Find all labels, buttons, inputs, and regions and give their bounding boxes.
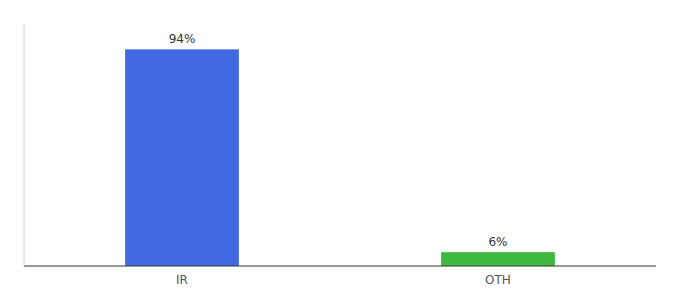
x-tick-label: OTH <box>485 273 511 287</box>
chart-svg: IR OTH 94% 6% <box>0 0 680 300</box>
x-tick-label: IR <box>176 273 188 287</box>
x-axis-line <box>24 266 656 267</box>
data-label: 94% <box>169 32 196 46</box>
data-label: 6% <box>488 235 507 249</box>
bars <box>125 49 555 266</box>
bar <box>125 49 239 266</box>
y-axis-line <box>24 24 25 266</box>
bar <box>441 252 555 266</box>
chart-container: IR OTH 94% 6% <box>0 0 680 300</box>
